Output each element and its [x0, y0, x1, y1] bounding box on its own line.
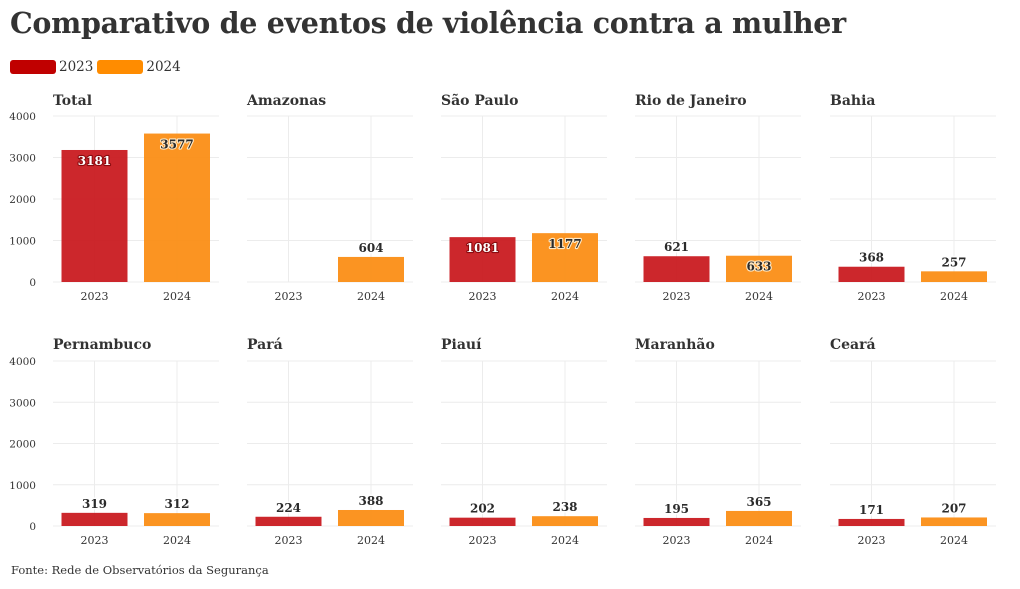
- bar-2023: [61, 149, 128, 282]
- chart-title: Comparativo de eventos de violência cont…: [10, 6, 846, 40]
- source-note: Fonte: Rede de Observatórios da Seguranç…: [11, 563, 269, 577]
- y-tick-label: 4000: [9, 356, 36, 368]
- x-tick-label: 2023: [858, 534, 886, 547]
- panel-5: Pernambuco 319 2023 312 2024: [53, 337, 219, 547]
- legend-label-2023: 2023: [59, 59, 94, 75]
- data-label: 319: [82, 497, 107, 511]
- bar-2024: [338, 509, 404, 526]
- y-tick-label: 2000: [9, 194, 36, 206]
- data-label: 3181: [78, 154, 111, 168]
- bar-2023: [643, 517, 710, 526]
- data-label: 365: [746, 495, 771, 509]
- panel-title: Maranhão: [635, 336, 715, 353]
- bar-2024: [338, 256, 404, 282]
- bar-2024: [921, 271, 987, 282]
- legend-item-2024: 2024: [97, 59, 181, 75]
- data-label: 604: [358, 241, 383, 255]
- bar-2024: [921, 517, 987, 526]
- legend-item-2023: 2023: [10, 59, 93, 75]
- x-tick-label: 2024: [551, 534, 579, 547]
- data-label: 621: [664, 240, 689, 254]
- x-tick-label: 2024: [745, 290, 773, 303]
- x-tick-label: 2024: [940, 534, 968, 547]
- data-label: 224: [276, 501, 301, 515]
- data-label: 1177: [548, 237, 581, 251]
- panel-title: Total: [53, 93, 92, 109]
- legend: 2023 2024: [10, 58, 185, 76]
- data-label: 388: [358, 494, 383, 508]
- bar-2024: [726, 255, 792, 282]
- y-tick-label: 3000: [9, 153, 36, 165]
- panel-title: São Paulo: [441, 92, 518, 109]
- panel-title: Amazonas: [246, 93, 326, 109]
- panel-2: São Paulo 1081 2023 1177 2024: [441, 92, 607, 303]
- panel-3: Rio de Janeiro 621 2023 633 2024: [635, 93, 801, 303]
- y-tick-label: 1000: [9, 480, 36, 492]
- data-label: 202: [470, 502, 495, 516]
- y-tick-label: 2000: [9, 439, 36, 451]
- data-label: 195: [664, 502, 689, 516]
- legend-label-2024: 2024: [146, 59, 181, 75]
- x-tick-label: 2023: [858, 290, 886, 303]
- bar-2024: [144, 513, 210, 526]
- data-label: 257: [941, 255, 966, 269]
- x-tick-label: 2023: [275, 290, 303, 303]
- panel-9: Ceará 171 2023 207 2024: [830, 337, 996, 547]
- data-label: 238: [552, 500, 577, 514]
- panel-title: Piauí: [441, 337, 482, 353]
- data-label: 633: [746, 260, 771, 274]
- panel-4: Bahia 368 2023 257 2024: [830, 93, 996, 303]
- panel-1: Amazonas 2023 604 2024: [246, 93, 413, 303]
- y-tick-label: 0: [29, 277, 36, 289]
- bar-2024: [532, 516, 598, 526]
- x-tick-label: 2023: [275, 534, 303, 547]
- x-tick-label: 2023: [663, 534, 691, 547]
- bar-2023: [449, 517, 516, 526]
- x-tick-label: 2024: [745, 534, 773, 547]
- x-tick-label: 2024: [551, 290, 579, 303]
- x-tick-label: 2023: [81, 534, 109, 547]
- data-label: 312: [164, 497, 189, 511]
- x-tick-label: 2023: [469, 290, 497, 303]
- x-tick-label: 2024: [163, 534, 191, 547]
- y-tick-label: 4000: [9, 111, 36, 123]
- x-tick-label: 2023: [81, 290, 109, 303]
- panel-title: Rio de Janeiro: [635, 93, 747, 109]
- panel-title: Pernambuco: [53, 337, 151, 353]
- data-label: 368: [859, 251, 884, 265]
- panel-6: Pará 224 2023 388 2024: [247, 337, 413, 547]
- y-tick-label: 0: [29, 521, 36, 533]
- bar-2024: [726, 510, 792, 526]
- bar-2024: [532, 233, 598, 282]
- bar-2024: [144, 133, 210, 282]
- legend-swatch-2023: [10, 60, 56, 74]
- x-tick-label: 2023: [663, 290, 691, 303]
- data-label: 171: [859, 503, 884, 517]
- y-tick-label: 3000: [9, 397, 36, 409]
- bar-2023: [255, 516, 322, 526]
- data-label: 3577: [160, 138, 193, 152]
- panel-title: Bahia: [830, 93, 875, 109]
- bar-2023: [838, 266, 905, 282]
- bar-2023: [61, 512, 128, 526]
- bar-2023: [449, 237, 516, 282]
- x-tick-label: 2024: [163, 290, 191, 303]
- data-label: 207: [941, 501, 966, 515]
- x-tick-label: 2024: [357, 534, 385, 547]
- data-label: 1081: [466, 241, 499, 255]
- x-tick-label: 2024: [357, 290, 385, 303]
- bar-2023: [643, 256, 710, 282]
- legend-swatch-2024: [97, 60, 144, 74]
- x-tick-label: 2023: [469, 534, 497, 547]
- panel-0: Total 3181 2023 3577 2024: [53, 93, 219, 303]
- x-tick-label: 2024: [940, 290, 968, 303]
- panel-title: Ceará: [830, 337, 876, 353]
- panel-title: Pará: [247, 337, 283, 353]
- bar-2023: [838, 518, 905, 526]
- panel-7: Piauí 202 2023 238 2024: [441, 337, 607, 547]
- y-tick-label: 1000: [9, 236, 36, 248]
- panel-8: Maranhão 195 2023 365 2024: [635, 336, 801, 547]
